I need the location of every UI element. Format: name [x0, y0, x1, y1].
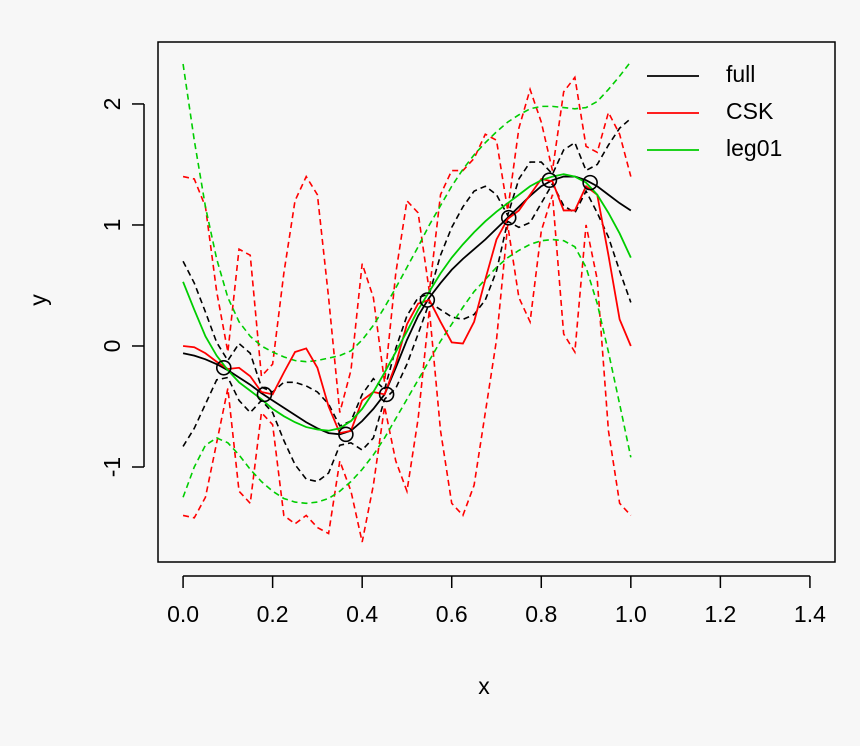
data-point	[582, 174, 598, 191]
band-line	[182, 75, 632, 413]
x-tick-label: 1.4	[794, 601, 826, 627]
y-axis-label: y	[25, 294, 51, 306]
band-line	[182, 61, 632, 363]
data-point	[378, 386, 395, 403]
data-point	[338, 426, 354, 443]
plot-frame	[157, 41, 836, 563]
data-point	[500, 209, 517, 226]
x-tick-label: 1.0	[615, 601, 647, 627]
x-tick-label: 0.8	[525, 601, 557, 627]
data-point	[419, 292, 436, 308]
data-point	[215, 359, 232, 376]
data-point	[256, 386, 273, 403]
band-line	[182, 182, 632, 483]
x-axis-label: x	[478, 673, 490, 699]
y-tick-label: 2	[99, 98, 125, 111]
x-tick-label: 0.2	[257, 601, 289, 627]
legend-label: leg01	[726, 135, 782, 161]
band-line	[182, 194, 632, 543]
x-tick-label: 0.6	[436, 601, 468, 627]
y-tick-label: -1	[99, 457, 125, 477]
band-line	[182, 238, 632, 505]
legend-label: CSK	[726, 98, 774, 124]
x-tick-label: 1.2	[704, 601, 736, 627]
x-tick-label: 0.4	[346, 601, 378, 627]
data-point	[541, 172, 558, 188]
legend-label: full	[726, 61, 755, 87]
y-tick-label: 1	[99, 219, 125, 232]
x-tick-label: 0.0	[167, 601, 199, 627]
mean-line	[182, 177, 632, 435]
y-tick-label: 0	[99, 340, 125, 353]
